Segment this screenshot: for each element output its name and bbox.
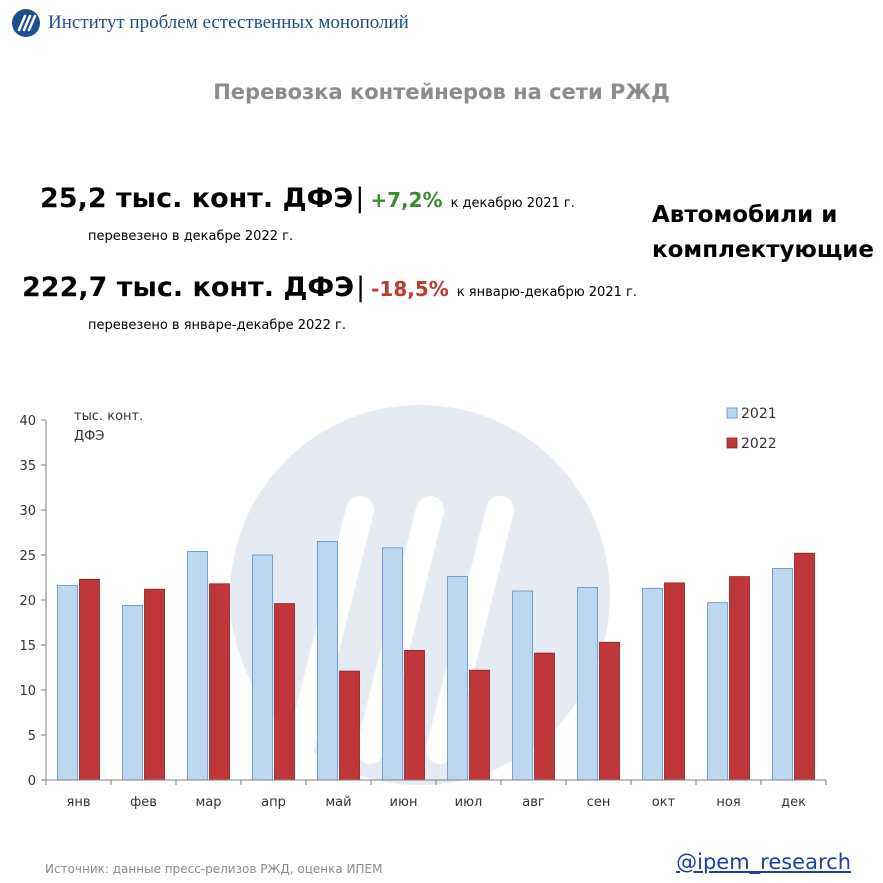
y-tick-label: 5 xyxy=(28,729,36,744)
bar-2022-мар xyxy=(209,583,230,781)
x-tick-label: окт xyxy=(652,795,676,810)
bar-2021-июл xyxy=(447,576,468,781)
category-title: Автомобили и комплектующие xyxy=(652,198,874,268)
separator: | xyxy=(355,183,365,214)
y-tick-label: 15 xyxy=(19,639,36,654)
x-tick-label: авг xyxy=(522,795,545,810)
y-tick-label: 30 xyxy=(19,504,36,519)
x-tick-label: фев xyxy=(130,795,157,810)
bar-2022-май xyxy=(339,670,360,781)
x-tick-label: дек xyxy=(781,795,806,810)
bar-2021-дек xyxy=(772,568,793,781)
legend-label-2021: 2021 xyxy=(741,406,777,422)
legend-swatch-2021 xyxy=(726,407,738,419)
page-title: Перевозка контейнеров на сети РЖД xyxy=(213,80,670,104)
x-tick-label: янв xyxy=(67,795,91,810)
bar-2022-янв xyxy=(79,578,100,781)
stat-change: +7,2% xyxy=(370,188,443,212)
bar-2022-окт xyxy=(664,582,685,781)
category-title-line: комплектующие xyxy=(652,237,874,263)
y-axis-label: тыс. конт. xyxy=(74,409,143,424)
stat-value: 25,2 тыс. конт. ДФЭ xyxy=(40,183,354,214)
bar-chart: 0 5 10 15 20 25 30 35 40 янв фев мар апр май июн июл авг… xyxy=(19,405,827,810)
stat-change: -18,5% xyxy=(371,277,449,301)
y-tick-label: 10 xyxy=(19,684,36,699)
bar-2021-мар xyxy=(187,550,208,781)
axes-group: 0 5 10 15 20 25 30 35 40 янв фев мар апр май июн июл авг… xyxy=(19,414,827,810)
bars-group xyxy=(57,541,815,781)
bar-2021-апр xyxy=(252,554,273,781)
legend-swatch-2022 xyxy=(726,437,738,449)
footer-link[interactable]: @ipem_research xyxy=(676,850,851,874)
footer-source: Источник: данные пресс-релизов РЖД, оцен… xyxy=(45,862,383,876)
header: Институт проблем естественных монополий xyxy=(12,8,409,38)
legend: 2021 2022 xyxy=(726,406,777,452)
bar-2021-июн xyxy=(382,547,403,781)
bar-2022-авг xyxy=(534,652,555,781)
y-tick-label: 40 xyxy=(19,414,36,429)
bar-2021-авг xyxy=(512,590,533,781)
x-tick-label: ноя xyxy=(716,795,740,810)
bar-2021-сен xyxy=(577,586,598,781)
y-tick-label: 20 xyxy=(19,594,36,609)
bar-2022-сен xyxy=(599,641,620,781)
org-name: Институт проблем естественных монополий xyxy=(48,12,409,33)
bar-2022-фев xyxy=(144,588,165,781)
x-tick-label: сен xyxy=(587,795,611,810)
x-tick-label: апр xyxy=(261,795,286,810)
bar-2021-янв xyxy=(57,585,78,781)
separator: | xyxy=(356,272,366,303)
ipem-logo xyxy=(12,9,40,37)
bar-2022-дек xyxy=(794,552,815,781)
y-tick-label: 25 xyxy=(19,549,36,564)
y-axis-label: ДФЭ xyxy=(74,429,104,444)
legend-label-2022: 2022 xyxy=(741,436,777,452)
stat-value: 222,7 тыс. конт. ДФЭ xyxy=(22,272,355,303)
stat-december: 25,2 тыс. конт. ДФЭ | +7,2% к декабрю 20… xyxy=(40,183,575,214)
y-tick-label: 0 xyxy=(28,774,36,789)
x-tick-label: июн xyxy=(390,795,418,810)
bar-2021-фев xyxy=(122,604,143,781)
bar-2021-ноя xyxy=(707,602,728,781)
category-title-line: Автомобили и xyxy=(652,202,838,228)
bar-2021-май xyxy=(317,541,338,781)
stat-sub: перевезено в январе-декабре 2022 г. xyxy=(88,318,346,333)
bar-2022-июл xyxy=(469,669,490,781)
bar-2022-ноя xyxy=(729,576,750,781)
x-tick-label: май xyxy=(325,795,351,810)
x-tick-label: июл xyxy=(455,795,483,810)
y-tick-label: 35 xyxy=(19,459,36,474)
stat-sub: перевезено в декабре 2022 г. xyxy=(88,229,294,244)
bar-2021-окт xyxy=(642,587,663,781)
stat-year: 222,7 тыс. конт. ДФЭ | -18,5% к январю-д… xyxy=(22,272,637,303)
stat-compare: к январю-декабрю 2021 г. xyxy=(456,285,637,300)
bar-2022-апр xyxy=(274,603,295,781)
bar-2022-июн xyxy=(404,649,425,781)
x-tick-label: мар xyxy=(195,795,221,810)
stat-compare: к декабрю 2021 г. xyxy=(450,196,575,211)
